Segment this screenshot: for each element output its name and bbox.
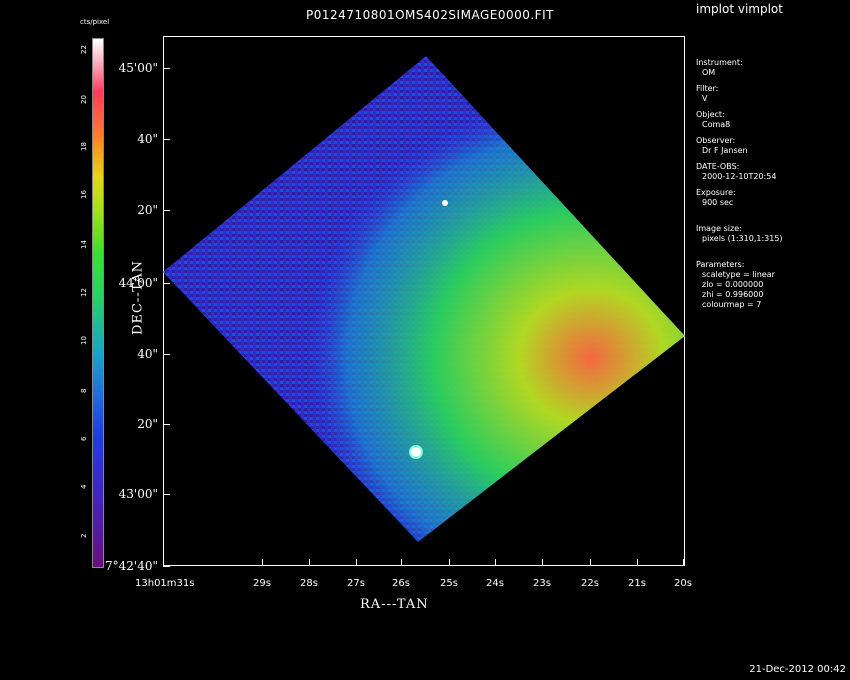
y-tick-mark [163,68,170,69]
dateobs-label: DATE-OBS: [696,162,740,171]
colorbar-tick-label: 2 [80,533,88,538]
y-tick-mark [163,494,170,495]
y-tick-label: 20" [137,203,158,217]
y-tick-mark [163,139,170,140]
info-panel: Instrument: OM Filter: V Object: Coma8 O… [696,58,783,310]
x-tick-label: 21s [628,578,646,589]
colorbar-tick-label: 8 [80,388,88,393]
object-value: Coma8 [702,120,731,129]
instrument-value: OM [702,68,716,77]
instrument-label: Instrument: [696,58,743,67]
zlo-value: zlo = 0.000000 [702,280,764,289]
zhi-value: zhi = 0.996000 [702,290,764,299]
sky-image [163,56,685,542]
exposure-label: Exposure: [696,188,736,197]
x-tick-mark [637,559,638,566]
point-source-2 [409,445,423,459]
y-axis-title: DEC--TAN [130,260,146,335]
parameters-label: Parameters: [696,260,745,269]
colorbar-tick-label: 14 [80,240,88,249]
x-tick-mark [542,559,543,566]
x-tick-label: 23s [533,578,551,589]
x-tick-mark [163,559,164,566]
filter-label: Filter: [696,84,719,93]
x-tick-mark [262,559,263,566]
plot-frame [163,36,685,566]
x-tick-label: 28s [300,578,318,589]
observer-label: Observer: [696,136,736,145]
colorbar-tick-label: 16 [80,190,88,199]
colorbar-tick-label: 6 [80,436,88,441]
x-tick-label: 29s [253,578,271,589]
x-tick-mark [356,559,357,566]
filter-value: V [702,94,708,103]
x-tick-label: 22s [581,578,599,589]
y-tick-mark [163,424,170,425]
y-tick-label: 43'00" [118,487,158,501]
x-tick-mark [590,559,591,566]
y-tick-mark [163,354,170,355]
x-tick-label: 27s [347,578,365,589]
y-tick-label: 40" [137,132,158,146]
dateobs-value: 2000-12-10T20:54 [702,172,777,181]
scaletype-value: scaletype = linear [702,270,775,279]
x-tick-label: 13h01m31s [135,578,195,589]
image-title: P0124710801OMS402SIMAGE0000.FIT [306,8,554,22]
y-tick-label: 7°42'40" [105,559,158,573]
colorbar [92,38,104,568]
x-tick-label: 24s [486,578,504,589]
colorbar-tick-label: 20 [80,95,88,104]
x-tick-mark [401,559,402,566]
colorbar-tick-label: 18 [80,142,88,151]
colorbar-tick-label: 4 [80,484,88,489]
colorbar-tick-label: 10 [80,336,88,345]
x-tick-mark [309,559,310,566]
y-tick-label: 44'00" [118,276,158,290]
y-tick-label: 20" [137,417,158,431]
y-tick-mark [163,566,170,567]
image-size-label: Image size: [696,224,742,233]
object-label: Object: [696,110,725,119]
footer-timestamp: 21-Dec-2012 00:42 [749,664,846,675]
y-tick-mark [163,210,170,211]
observer-value: Dr F Jansen [702,146,748,155]
point-source-1 [442,200,448,206]
x-tick-label: 25s [440,578,458,589]
colorbar-title: cts/pixel [80,18,110,26]
x-tick-label: 26s [392,578,410,589]
galaxy-glow [163,56,685,542]
image-size-value: pixels (1:310,1:315) [702,234,783,243]
x-tick-mark [449,559,450,566]
y-tick-label: 45'00" [118,61,158,75]
colorbar-tick-label: 22 [80,45,88,54]
x-tick-mark [683,559,684,566]
app-title: implot vimplot [696,2,783,16]
x-tick-mark [495,559,496,566]
x-tick-label: 20s [674,578,692,589]
colorbar-tick-label: 12 [80,288,88,297]
exposure-value: 900 sec [702,198,734,207]
colourmap-value: colourmap = 7 [702,300,762,309]
y-tick-label: 40" [137,347,158,361]
x-axis-title: RA---TAN [360,597,429,612]
y-tick-mark [163,283,170,284]
